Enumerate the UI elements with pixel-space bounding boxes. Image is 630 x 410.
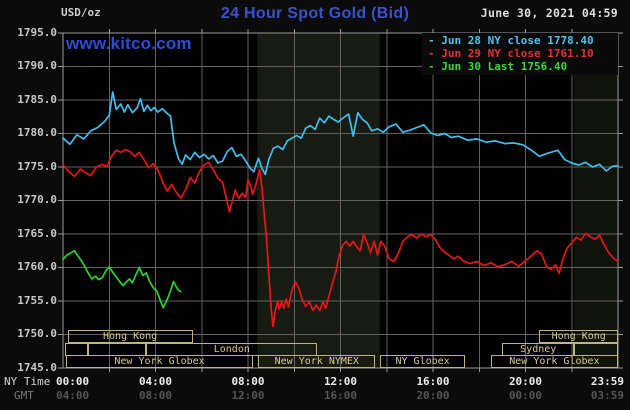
session-box-ny-globex: NY Globex (379, 355, 466, 368)
legend-row: - Jun 28 NY close 1778.40 (428, 34, 616, 47)
plot-border (62, 32, 619, 369)
y-tick-label: 1765.0 (17, 226, 57, 240)
x-tick-label-ny: 20:00 (508, 375, 543, 388)
legend-label: Jun 29 NY close 1761.10 (441, 47, 594, 60)
y-tick-label: 1770.0 (17, 193, 57, 206)
ny-time-row-label: NY Time (4, 375, 51, 388)
legend-row: - Jun 29 NY close 1761.10 (428, 47, 616, 60)
y-tick-label: 1780.0 (17, 126, 57, 139)
chart-legend: - Jun 28 NY close 1778.40- Jun 29 NY clo… (422, 33, 618, 75)
x-tick-label-gmt: 04:00 (56, 389, 90, 402)
session-box (88, 342, 147, 356)
price-line-jun-28 (62, 91, 619, 176)
x-tick-label-ny: 00:00 (56, 375, 90, 388)
x-tick-label-ny: 12:00 (323, 375, 358, 388)
x-tick-label-ny: 23:59 (590, 375, 625, 388)
gmt-row-label: GMT (14, 389, 34, 402)
chart-title: 24 Hour Spot Gold (Bid) (220, 5, 410, 22)
session-box-sydney: Sydney (502, 342, 575, 356)
y-axis-unit-label: USD/oz (61, 6, 101, 19)
x-tick-label-gmt: 12:00 (231, 389, 265, 402)
legend-dash-marker: - (428, 60, 442, 73)
kitco-watermark: www.kitco.com (66, 34, 192, 53)
y-tick-label: 1785.0 (17, 92, 57, 106)
legend-label: Jun 30 Last 1756.40 (441, 60, 568, 73)
x-tick-label-ny: 04:00 (138, 375, 173, 388)
session-box-hong-kong: Hong Kong (67, 330, 193, 343)
session-box-new-york-globex: New York Globex (66, 355, 253, 368)
x-tick-label-gmt: 00:00 (508, 389, 543, 402)
session-box-new-york-nymex: New York NYMEX (258, 355, 376, 368)
chart-datetime: June 30, 2021 04:59 (480, 6, 618, 20)
y-tick-label: 1795.0 (17, 25, 57, 39)
session-box-london: London (146, 342, 318, 356)
price-line-jun-29 (62, 148, 619, 328)
y-tick-label: 1745.0 (17, 360, 57, 374)
y-tick-label: 1755.0 (17, 293, 57, 307)
session-box-new-york-globex: New York Globex (490, 355, 618, 368)
x-tick-label-ny: 08:00 (231, 375, 265, 388)
session-box-hong-kong: Hong Kong (539, 330, 618, 343)
legend-dash-marker: - (428, 47, 442, 60)
price-line-jun-30 (62, 249, 182, 309)
y-tick-label: 1760.0 (17, 260, 57, 273)
legend-row: - Jun 30 Last 1756.40 (428, 60, 616, 73)
x-tick-label-gmt: 20:00 (416, 389, 450, 402)
legend-dash-marker: - (428, 34, 442, 47)
x-tick-label-gmt: 03:59 (590, 389, 625, 402)
y-tick-label: 1775.0 (17, 159, 57, 173)
y-tick-label: 1790.0 (17, 59, 57, 72)
x-tick-label-gmt: 08:00 (138, 389, 173, 402)
x-tick-label-gmt: 16:00 (323, 389, 358, 402)
y-tick-label: 1750.0 (17, 327, 57, 340)
x-tick-label-ny: 16:00 (416, 375, 450, 388)
session-box (574, 342, 618, 356)
session-box (65, 342, 89, 356)
legend-label: Jun 28 NY close 1778.40 (441, 34, 594, 47)
